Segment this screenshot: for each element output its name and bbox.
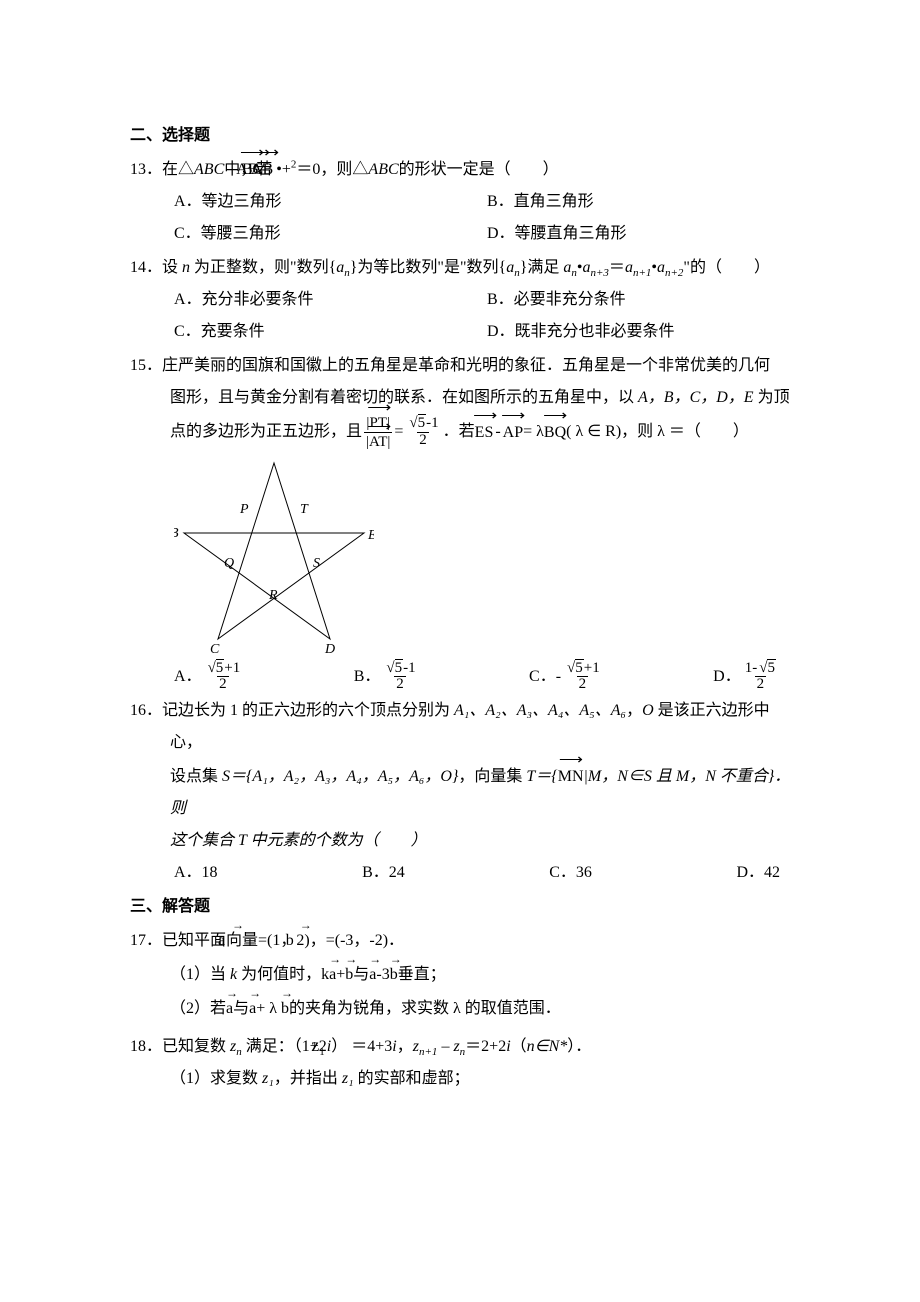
svg-text:S: S — [313, 556, 320, 571]
q15-num: 15． — [130, 357, 162, 374]
q15-opt-d: D． 1-5 2 — [713, 661, 780, 694]
vec-es: ES — [475, 415, 494, 449]
q14-options: A．充分非必要条件 B．必要非充分条件 C．充要条件 D．既非充分也非必要条件 — [130, 284, 800, 348]
q14-opt-b: B．必要非充分条件 — [487, 284, 800, 316]
q16-opt-d: D．42 — [736, 857, 780, 889]
q16-line2: 设点集 S＝{A₁，A₂，A₃，A₄，A₅，A₆，O}，向量集 T＝{MN|M，… — [130, 759, 800, 825]
q16-num: 16． — [130, 702, 162, 719]
q16-options: A．18 B．24 C．36 D．42 — [130, 857, 800, 889]
q18-stem: 18．已知复数 zn 满足：（1+2i） z1＝4+3i，zn+1 – zn＝2… — [130, 1027, 800, 1063]
q14-opt-a: A．充分非必要条件 — [174, 284, 487, 316]
section-2-title: 二、选择题 — [130, 120, 800, 152]
q17-num: 17． — [130, 932, 162, 949]
q15-line2: 图形，且与黄金分割有着密切的联系．在如图所示的五角星中，以 A，B，C，D，E … — [130, 382, 800, 414]
q15-opt-a: A． 5+1 2 — [174, 661, 244, 694]
frac-pt-at: |PT| |AT| — [364, 414, 392, 451]
svg-text:D: D — [324, 642, 335, 655]
svg-text:C: C — [210, 642, 220, 655]
vec-bq: BQ — [544, 415, 566, 449]
q14-opt-c: C．充要条件 — [174, 316, 487, 348]
svg-text:R: R — [268, 588, 278, 603]
q16-opt-a: A．18 — [174, 857, 218, 889]
svg-text:P: P — [239, 502, 249, 517]
q13-opt-a: A．等边三角形 — [174, 186, 487, 218]
q16-opt-b: B．24 — [362, 857, 405, 889]
svg-text:Q: Q — [224, 556, 234, 571]
q15-line3: 点的多边形为正五边形，且 |PT| |AT| = 5-1 2 ．若 ES - A… — [130, 414, 800, 451]
q14-stem: 14．设 n 为正整数，则"数列{an}为等比数列"是"数列{an}满足 an•… — [130, 252, 800, 284]
question-17: 17．已知平面向量a=(1，2)，b=(-3，-2)． （1）当 k 为何值时，… — [130, 923, 800, 1025]
q13-opt-d: D．等腰直角三角形 — [487, 218, 800, 250]
svg-text:E: E — [367, 528, 374, 543]
q16-opt-c: C．36 — [549, 857, 592, 889]
vec-ap: AP — [503, 415, 523, 449]
q14-num: 14． — [130, 259, 162, 276]
question-14: 14．设 n 为正整数，则"数列{an}为等比数列"是"数列{an}满足 an•… — [130, 252, 800, 348]
q15-opt-b: B． 5-1 2 — [354, 661, 420, 694]
q13-options: A．等边三角形 B．直角三角形 C．等腰三角形 D．等腰直角三角形 — [130, 186, 800, 250]
q13-num: 13． — [130, 161, 162, 178]
q17-stem: 17．已知平面向量a=(1，2)，b=(-3，-2)． — [130, 923, 800, 957]
q13-opt-b: B．直角三角形 — [487, 186, 800, 218]
question-18: 18．已知复数 zn 满足：（1+2i） z1＝4+3i，zn+1 – zn＝2… — [130, 1027, 800, 1095]
q15-opt-c: C．- 5+1 2 — [529, 661, 604, 694]
pentagram-svg: A B C D E P T S R Q — [174, 457, 374, 655]
q13-stem: 13．在△ABC中，若 AB•BC+AB2＝0，则△ABC的形状一定是（ ） — [130, 152, 800, 186]
svg-text:A: A — [269, 457, 279, 461]
q15-figure: A B C D E P T S R Q — [130, 457, 800, 655]
svg-text:B: B — [174, 526, 179, 541]
q16-line1: 16．记边长为 1 的正六边形的六个顶点分别为 A₁、A₂、A₃、A₄、A₅、A… — [130, 695, 800, 759]
question-13: 13．在△ABC中，若 AB•BC+AB2＝0，则△ABC的形状一定是（ ） A… — [130, 152, 800, 250]
q13-opt-c: C．等腰三角形 — [174, 218, 487, 250]
q18-num: 18． — [130, 1038, 162, 1055]
vec-mn: MN — [558, 759, 584, 793]
svg-text:T: T — [300, 502, 309, 517]
q15-options: A． 5+1 2 B． 5-1 2 C．- 5+1 2 D． 1-5 2 — [130, 661, 800, 694]
q15-line1: 15．庄严美丽的国旗和国徽上的五角星是革命和光明的象征．五角星是一个非常优美的几… — [130, 350, 800, 382]
q17-p2: （2）若a与a+ λ b的夹角为锐角，求实数 λ 的取值范围． — [130, 991, 800, 1025]
q16-line3: 这个集合 T 中元素的个数为（ ） — [130, 825, 800, 857]
question-16: 16．记边长为 1 的正六边形的六个顶点分别为 A₁、A₂、A₃、A₄、A₅、A… — [130, 695, 800, 889]
frac-golden: 5-1 2 — [405, 416, 440, 449]
section-3-title: 三、解答题 — [130, 891, 800, 923]
question-15: 15．庄严美丽的国旗和国徽上的五角星是革命和光明的象征．五角星是一个非常优美的几… — [130, 350, 800, 693]
q18-p1: （1）求复数 z₁，并指出 z₁ 的实部和虚部； — [130, 1063, 800, 1095]
q14-opt-d: D．既非充分也非必要条件 — [487, 316, 800, 348]
